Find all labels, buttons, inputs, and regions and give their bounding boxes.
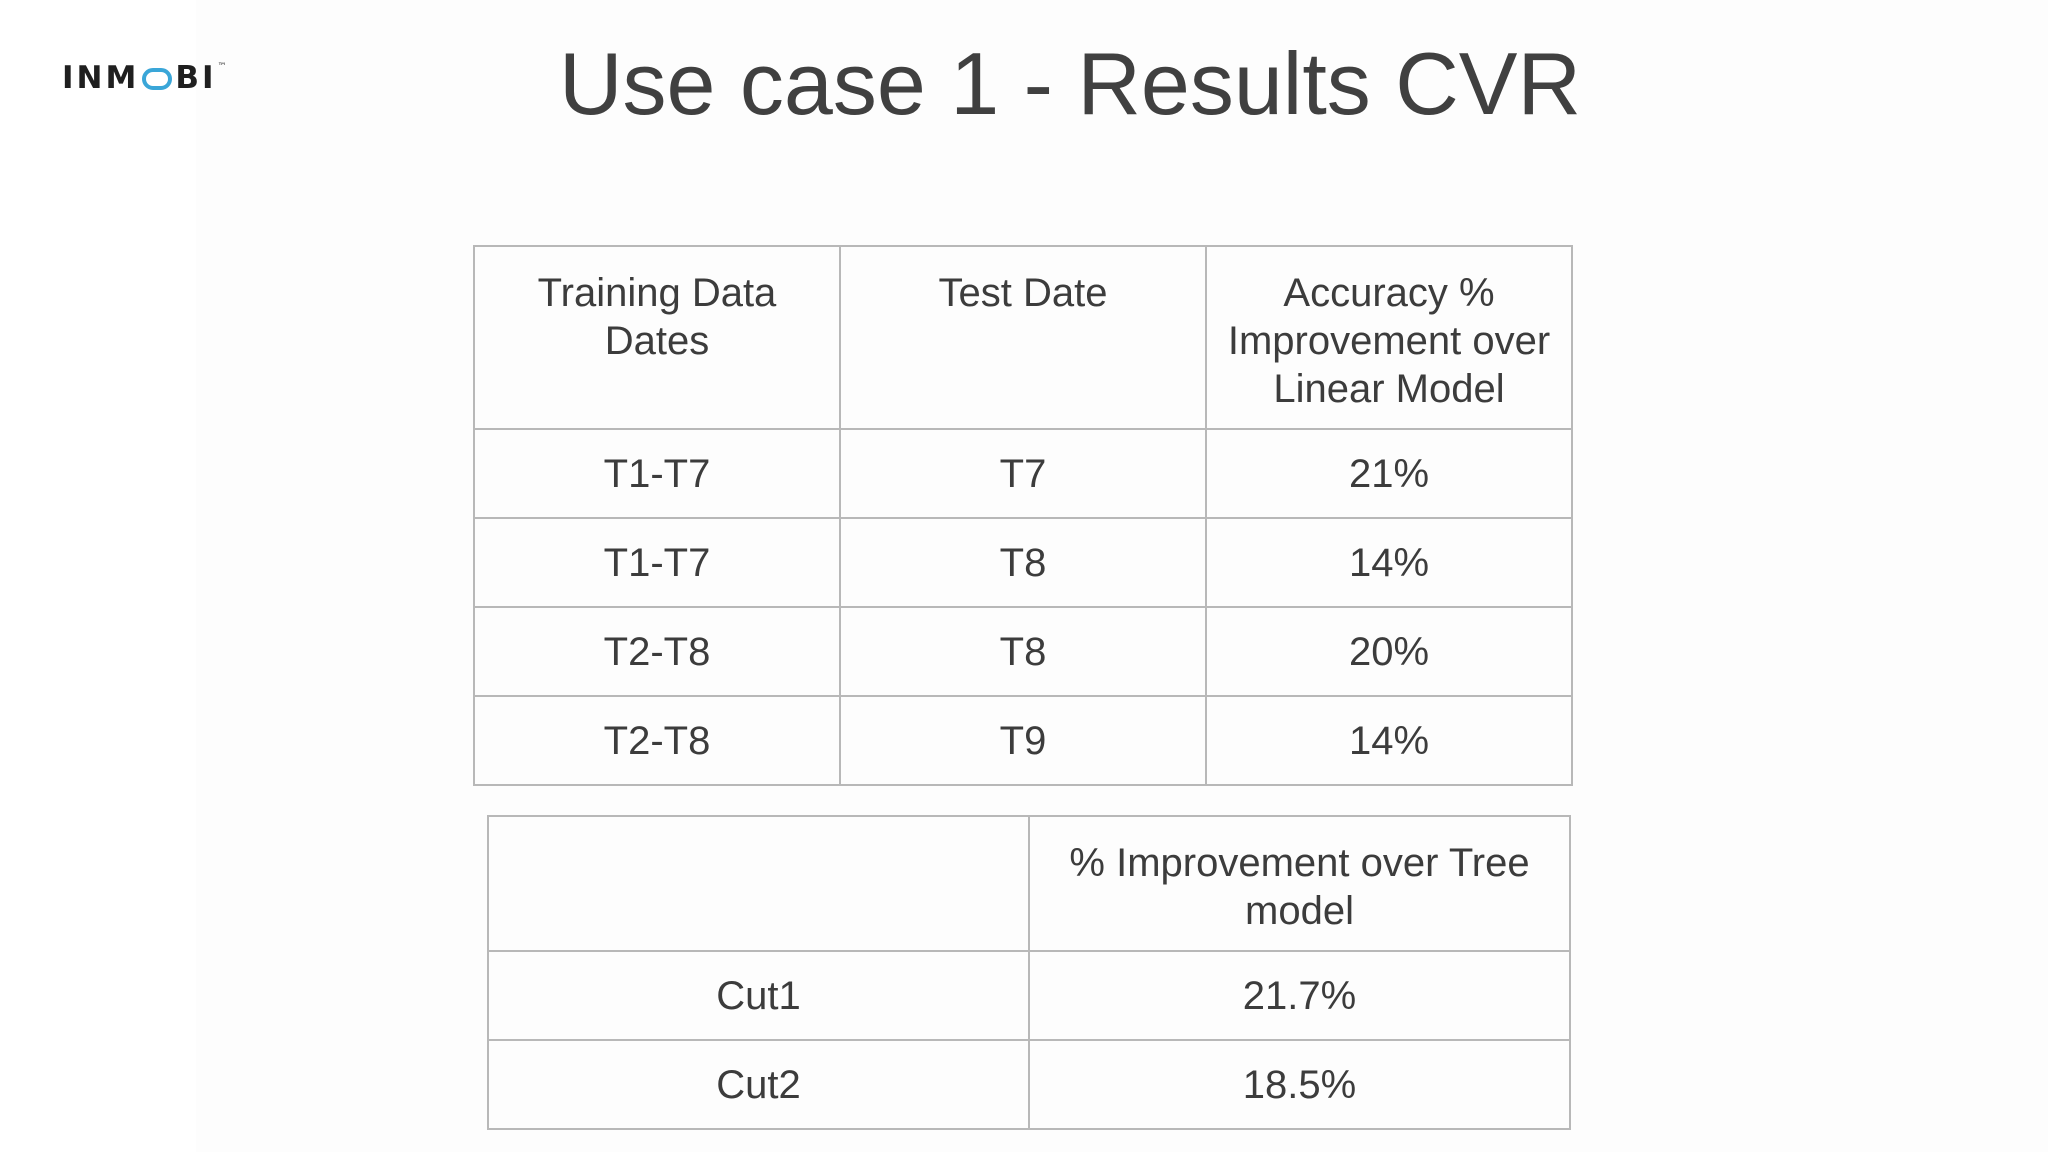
logo-o-icon — [142, 68, 173, 90]
table-cell: Cut1 — [487, 950, 1030, 1041]
table-header-row: Training Data Dates Test Date Accuracy %… — [473, 245, 1573, 430]
table-row: T2-T8 T9 14% — [473, 695, 1573, 786]
table-cell: Cut2 — [487, 1039, 1030, 1130]
table-row: T2-T8 T8 20% — [473, 606, 1573, 697]
table-cell: 18.5% — [1028, 1039, 1571, 1130]
results-table: Training Data Dates Test Date Accuracy %… — [473, 245, 1573, 786]
table-cell: T1-T7 — [473, 517, 841, 608]
table-cell: T9 — [839, 695, 1207, 786]
tree-model-table: % Improvement over Tree model Cut1 21.7%… — [487, 815, 1571, 1130]
table-cell: 14% — [1205, 695, 1573, 786]
table-cell: 21.7% — [1028, 950, 1571, 1041]
header-empty — [487, 815, 1030, 952]
table-cell: T1-T7 — [473, 428, 841, 519]
table-row: Cut2 18.5% — [487, 1039, 1571, 1130]
slide-title: Use case 1 - Results CVR — [558, 34, 1582, 133]
header-test-date: Test Date — [839, 245, 1207, 430]
table-row: T1-T7 T7 21% — [473, 428, 1573, 519]
table-row: T1-T7 T8 14% — [473, 517, 1573, 608]
table-cell: T7 — [839, 428, 1207, 519]
trademark-icon: ™ — [217, 62, 227, 72]
table-cell: T8 — [839, 606, 1207, 697]
table-row: Cut1 21.7% — [487, 950, 1571, 1041]
header-tree-model-improvement: % Improvement over Tree model — [1028, 815, 1571, 952]
table-cell: 21% — [1205, 428, 1573, 519]
table-header-row: % Improvement over Tree model — [487, 815, 1571, 952]
logo-text-start: INM — [62, 60, 140, 96]
table-cell: 20% — [1205, 606, 1573, 697]
header-training-data-dates: Training Data Dates — [473, 245, 841, 430]
table-cell: 14% — [1205, 517, 1573, 608]
table-cell: T2-T8 — [473, 695, 841, 786]
inmobi-logo: INM BI ™ — [62, 60, 227, 96]
header-accuracy-improvement: Accuracy % Improvement over Linear Model — [1205, 245, 1573, 430]
table-cell: T2-T8 — [473, 606, 841, 697]
table-cell: T8 — [839, 517, 1207, 608]
logo-text-end: BI — [175, 60, 217, 96]
